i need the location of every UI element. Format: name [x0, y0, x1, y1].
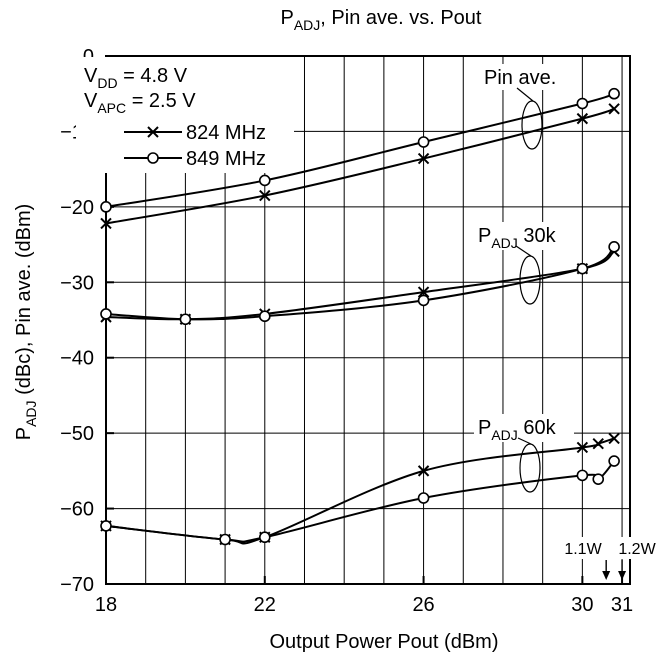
data-point-o	[608, 87, 620, 100]
data-point-x	[576, 441, 589, 454]
y-tick-label: −50	[60, 423, 94, 445]
legend: VDD = 4.8 V VAPC = 2.5 V 824 MHz 849 MHz	[76, 57, 294, 173]
legend-label-849: 849 MHz	[186, 148, 266, 170]
power-annotations: 1.1W 1.2W	[555, 537, 660, 580]
legend-background	[76, 57, 294, 173]
y-axis-label: PADJ (dBc), Pin ave. (dBm)	[13, 204, 39, 441]
data-point-x	[417, 152, 430, 165]
legend-marker-x	[147, 126, 159, 138]
data-point-o	[100, 201, 112, 213]
data-point-x	[608, 103, 620, 115]
legend-label-824: 824 MHz	[186, 122, 266, 144]
chart-title: PADJ, Pin ave. vs. Pout	[281, 7, 482, 33]
data-point-o	[258, 531, 271, 544]
annotation-arrow-head	[618, 571, 627, 580]
group-label-padj30: PADJ 30k	[474, 222, 574, 305]
group-label-padj60-text: PADJ 60k	[478, 417, 557, 443]
data-point-x	[417, 286, 430, 298]
y-tick-label: −30	[60, 272, 94, 294]
data-point-o	[592, 473, 605, 485]
series-line	[105, 246, 615, 321]
x-tick-label: 18	[95, 594, 117, 616]
series-line	[105, 460, 615, 543]
group-label-padj60-leader	[517, 437, 532, 445]
legend-marker-o	[147, 152, 159, 164]
annotation-1-2w: 1.2W	[618, 541, 656, 558]
group-label-padj30-bg	[474, 222, 574, 250]
data-point-x	[259, 189, 271, 202]
data-point-x	[417, 465, 430, 477]
power-annotation-bg	[555, 537, 660, 559]
x-tick-label: 26	[412, 594, 434, 616]
data-point-o	[417, 136, 430, 148]
legend-condition-vapc: VAPC = 2.5 V	[84, 90, 196, 116]
group-label-pin-bg	[480, 64, 564, 90]
data-point-o	[576, 97, 589, 110]
legend-condition-vdd: VDD = 4.8 V	[84, 65, 188, 91]
data-point-o	[608, 455, 620, 467]
data-point-o	[417, 492, 430, 504]
x-tick-label: 22	[254, 594, 276, 616]
data-point-o	[417, 294, 430, 307]
x-axis-label: Output Power Pout (dBm)	[270, 631, 499, 653]
data-point-x	[100, 217, 112, 230]
series-line	[105, 250, 615, 321]
group-label-pin-leader	[516, 87, 534, 102]
y-tick-label: −20	[60, 197, 94, 219]
data-point-o	[219, 533, 231, 546]
group-label-pin-text: Pin ave.	[484, 67, 556, 89]
grid	[106, 56, 630, 584]
annotation-1-1w: 1.1W	[564, 541, 602, 558]
group-label-padj60: PADJ 60k	[474, 414, 574, 493]
y-tick-label: −40	[60, 348, 94, 370]
annotation-arrow-head	[602, 571, 611, 580]
data-point-x	[608, 432, 620, 445]
data-point-o	[258, 174, 271, 187]
x-tick-labels: 18 22 26 30 31	[95, 594, 633, 616]
data-point-x	[576, 112, 589, 125]
y-tick-label: −60	[60, 499, 94, 521]
data-point-o	[100, 520, 112, 532]
plot-frame	[105, 55, 631, 585]
group-label-padj30-leader	[515, 245, 532, 257]
y-tick-label: −70	[60, 574, 94, 596]
data-point-x	[592, 437, 604, 450]
data-point-o	[608, 241, 620, 253]
data-point-o	[179, 313, 192, 326]
group-label-padj60-bracket	[519, 443, 541, 493]
data-point-o	[576, 469, 589, 482]
group-label-pin: Pin ave.	[480, 64, 564, 150]
series-markers	[100, 87, 620, 546]
data-point-o	[258, 310, 271, 323]
x-tick-label: 31	[611, 594, 633, 616]
x-tick-label: 30	[571, 594, 593, 616]
group-label-padj60-bg	[474, 414, 574, 442]
group-label-pin-bracket	[521, 100, 543, 150]
annotation-arrows	[602, 560, 627, 580]
data-point-o	[100, 308, 112, 320]
data-point-o	[576, 262, 589, 275]
group-label-padj30-text: PADJ 30k	[478, 225, 557, 251]
